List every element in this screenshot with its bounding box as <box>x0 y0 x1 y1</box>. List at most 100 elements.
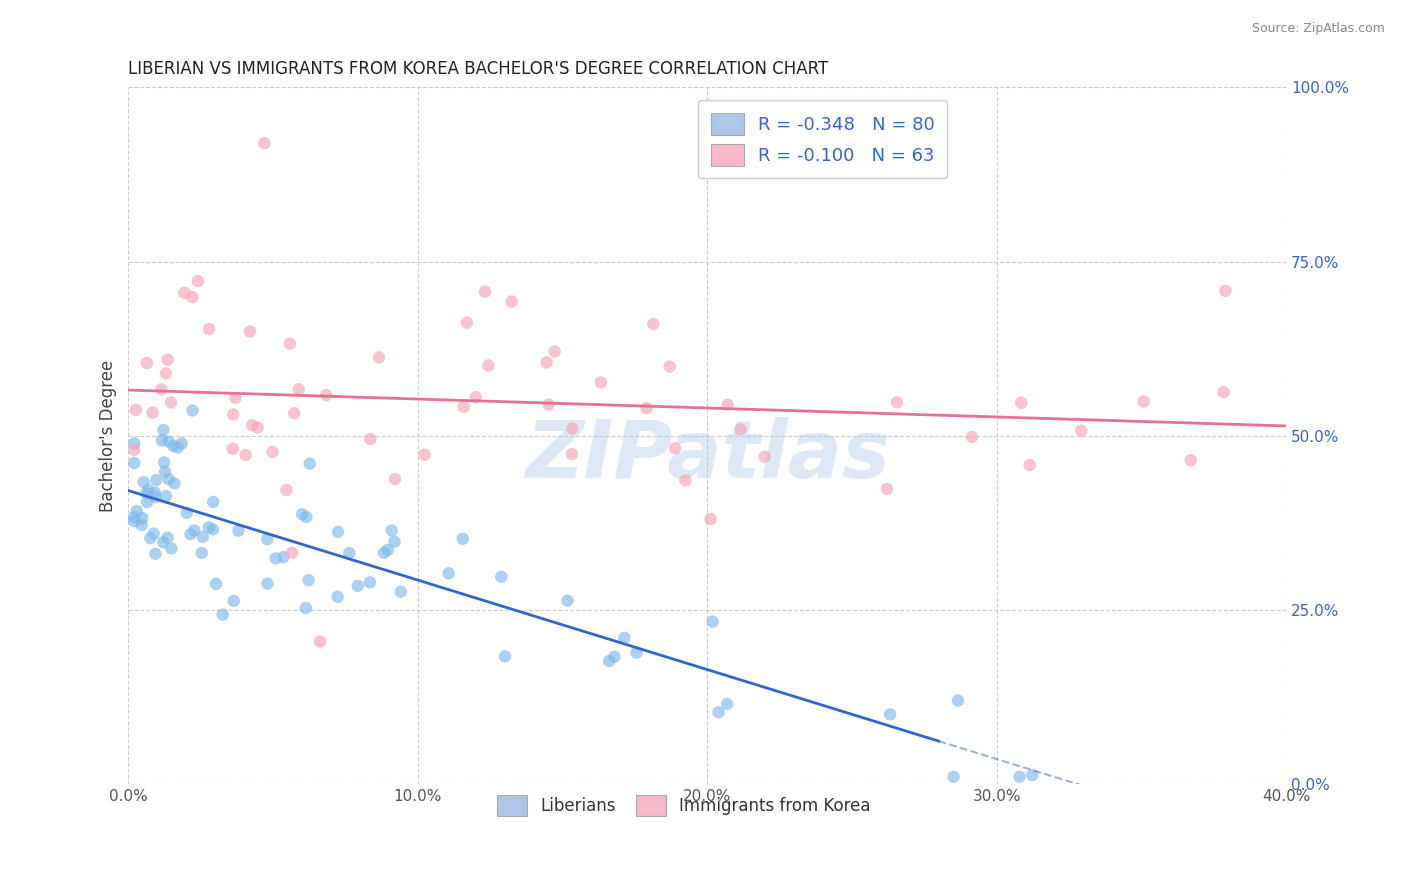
Point <box>170 436 193 450</box>
Point <box>389 584 412 599</box>
Point <box>451 532 474 546</box>
Point <box>942 770 965 784</box>
Point <box>143 490 166 504</box>
Point <box>359 575 381 590</box>
Point <box>264 551 287 566</box>
Point <box>673 474 696 488</box>
Point <box>150 382 173 396</box>
Point <box>131 518 153 533</box>
Point <box>561 447 583 461</box>
Point <box>384 472 406 486</box>
Point <box>202 522 225 536</box>
Point <box>1021 768 1043 782</box>
Point <box>179 527 201 541</box>
Point <box>1132 394 1154 409</box>
Point <box>157 434 180 449</box>
Point <box>946 693 969 707</box>
Point <box>225 391 247 405</box>
Point <box>309 634 332 648</box>
Point <box>153 465 176 479</box>
Point <box>155 367 177 381</box>
Point <box>222 408 245 422</box>
Point <box>373 546 395 560</box>
Point <box>730 422 752 436</box>
Point <box>589 376 612 390</box>
Point <box>122 514 145 528</box>
Point <box>152 535 174 549</box>
Point <box>337 546 360 560</box>
Point <box>384 534 406 549</box>
Point <box>702 615 724 629</box>
Point <box>367 351 389 365</box>
Point <box>1180 453 1202 467</box>
Point <box>256 533 278 547</box>
Point <box>176 506 198 520</box>
Point <box>1212 385 1234 400</box>
Point <box>437 566 460 581</box>
Point <box>156 531 179 545</box>
Point <box>156 352 179 367</box>
Point <box>960 430 983 444</box>
Point <box>278 336 301 351</box>
Point <box>205 577 228 591</box>
Point <box>754 450 776 464</box>
Point <box>717 398 740 412</box>
Point <box>181 403 204 417</box>
Point <box>262 444 284 458</box>
Point <box>716 697 738 711</box>
Point <box>1215 284 1237 298</box>
Point <box>150 434 173 448</box>
Point <box>876 482 898 496</box>
Point <box>157 472 180 486</box>
Point <box>297 573 319 587</box>
Point <box>235 448 257 462</box>
Point <box>1008 770 1031 784</box>
Point <box>295 601 318 615</box>
Point <box>145 473 167 487</box>
Point <box>536 355 558 369</box>
Point <box>136 495 159 509</box>
Point <box>1070 424 1092 438</box>
Point <box>163 476 186 491</box>
Point <box>181 290 204 304</box>
Point <box>879 707 901 722</box>
Point <box>240 418 263 433</box>
Point <box>183 524 205 538</box>
Point <box>501 294 523 309</box>
Point <box>283 406 305 420</box>
Point <box>626 646 648 660</box>
Point <box>198 520 221 534</box>
Point <box>276 483 298 497</box>
Point <box>142 406 165 420</box>
Point <box>135 356 157 370</box>
Point <box>152 423 174 437</box>
Point <box>1010 396 1032 410</box>
Point <box>125 403 148 417</box>
Text: Source: ZipAtlas.com: Source: ZipAtlas.com <box>1251 22 1385 36</box>
Point <box>122 436 145 450</box>
Point <box>211 607 233 622</box>
Point <box>173 285 195 300</box>
Point <box>222 594 245 608</box>
Point <box>132 475 155 490</box>
Point <box>253 136 276 151</box>
Point <box>453 400 475 414</box>
Point <box>155 489 177 503</box>
Point <box>287 382 309 396</box>
Point <box>544 344 567 359</box>
Point <box>598 654 620 668</box>
Point <box>381 524 404 538</box>
Point <box>886 395 908 409</box>
Point <box>537 398 560 412</box>
Point <box>122 510 145 524</box>
Point <box>664 442 686 456</box>
Point <box>603 649 626 664</box>
Legend: Liberians, Immigrants from Korea: Liberians, Immigrants from Korea <box>489 787 879 824</box>
Point <box>643 317 665 331</box>
Point <box>413 448 436 462</box>
Point <box>160 541 183 556</box>
Point <box>613 631 636 645</box>
Point <box>191 530 214 544</box>
Point <box>190 546 212 560</box>
Point <box>153 455 176 469</box>
